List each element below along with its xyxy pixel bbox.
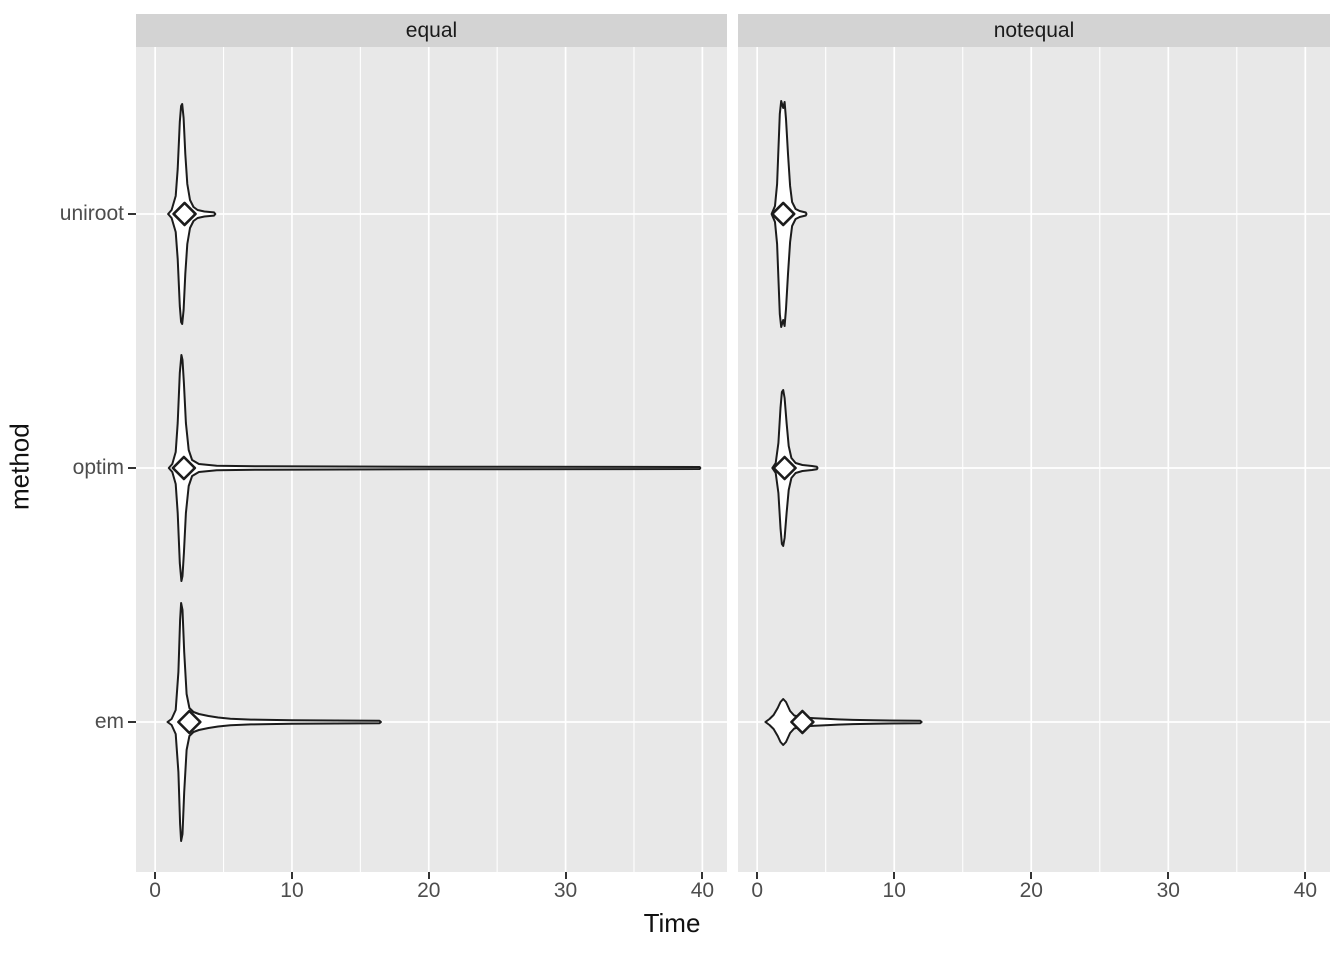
- y-tick-mark: [128, 212, 136, 215]
- x-tick-mark: [1304, 872, 1307, 879]
- facet-strip-equal: equal: [136, 14, 727, 47]
- x-tick-label: 30: [553, 879, 578, 902]
- facet-strip-label: notequal: [993, 18, 1075, 42]
- x-tick-label: 40: [690, 879, 715, 902]
- y-tick-mark: [128, 721, 136, 723]
- panel-background: [136, 47, 727, 872]
- facet-strip-notequal: notequal: [738, 14, 1330, 47]
- mean-marker-equal-uniroot: [172, 201, 197, 227]
- x-tick-mark: [427, 872, 430, 879]
- mean-marker-equal-optim: [171, 455, 197, 481]
- y-tick-label-uniroot: uniroot: [59, 201, 124, 225]
- x-tick-mark: [564, 872, 567, 879]
- x-tick-mark: [756, 872, 759, 879]
- x-tick-label: 0: [751, 879, 764, 902]
- violin-equal-optim: [167, 354, 702, 582]
- mean-marker-equal-em: [177, 709, 202, 735]
- panel-background: [738, 47, 1330, 872]
- x-tick-mark: [290, 872, 293, 879]
- x-tick-label: 0: [149, 879, 161, 902]
- x-tick-mark: [701, 872, 704, 879]
- x-tick-label: 20: [417, 879, 441, 902]
- y-axis-title: method: [4, 423, 35, 511]
- x-tick-label: 20: [1019, 879, 1043, 902]
- x-axis-title: Time: [643, 908, 701, 938]
- panel-notequal: [738, 47, 1330, 872]
- mean-marker-notequal-em: [790, 709, 815, 735]
- x-tick-label: 40: [1293, 879, 1317, 902]
- x-tick-label: 10: [882, 879, 906, 902]
- violin-notequal-em: [764, 698, 923, 746]
- facet-strip-label: equal: [405, 18, 458, 42]
- x-tick-label: 30: [1156, 879, 1180, 902]
- x-tick-label: 10: [280, 879, 304, 902]
- x-tick-mark: [154, 872, 157, 879]
- x-tick-mark: [1167, 872, 1170, 879]
- mean-marker-notequal-uniroot: [770, 201, 796, 227]
- panel-equal: [136, 47, 727, 872]
- y-tick-mark: [128, 466, 136, 469]
- mean-marker-notequal-optim: [772, 455, 797, 481]
- x-tick-mark: [893, 872, 896, 879]
- y-tick-label-em: em: [94, 710, 124, 733]
- x-tick-mark: [1030, 872, 1033, 879]
- y-tick-label-optim: optim: [72, 455, 124, 479]
- violin-equal-em: [166, 602, 382, 842]
